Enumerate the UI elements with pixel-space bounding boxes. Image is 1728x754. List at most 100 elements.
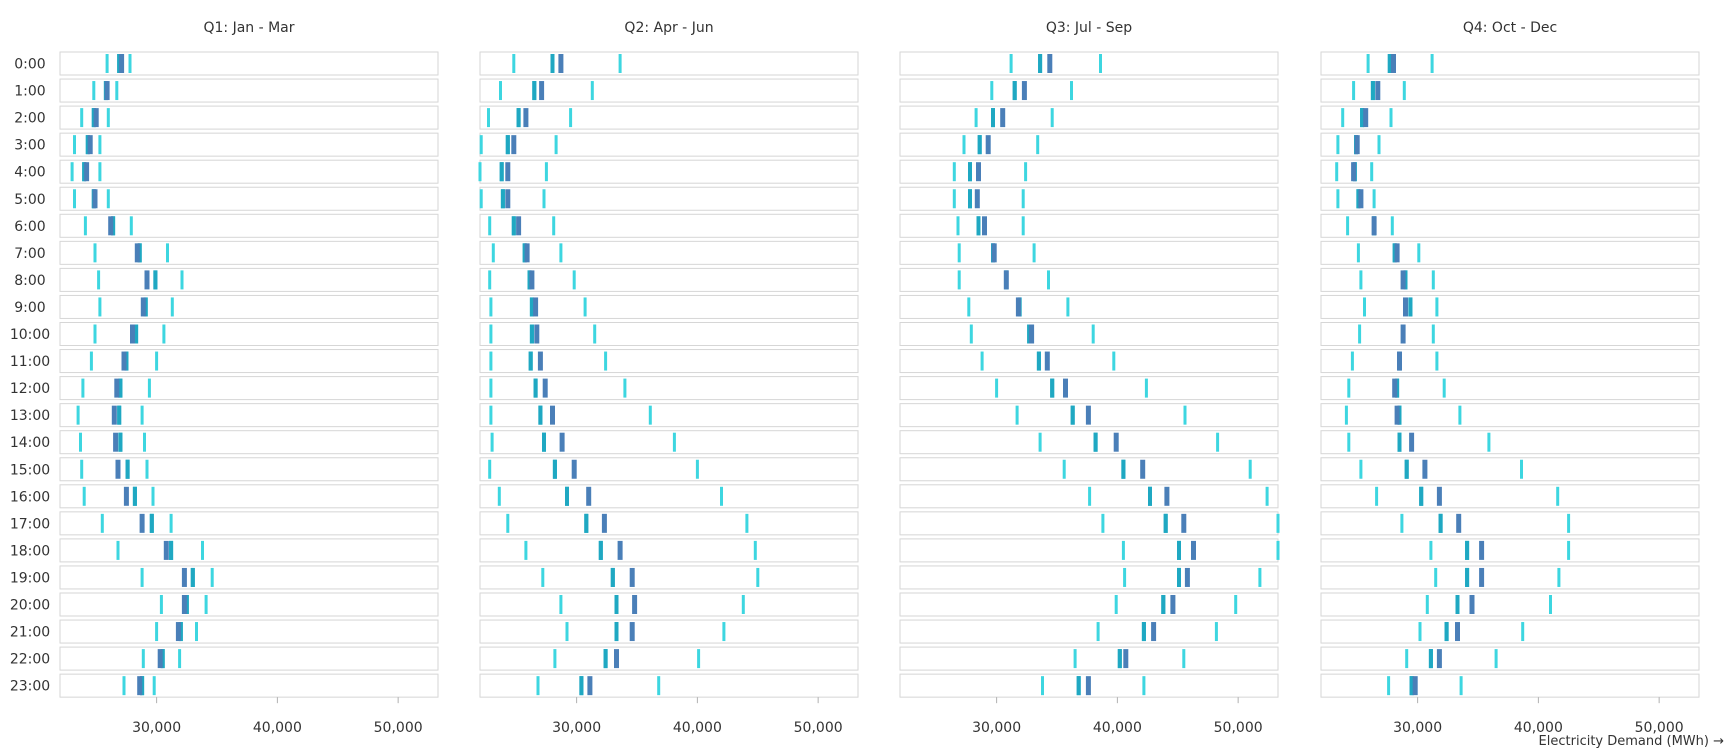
tick-mark-light-low (1336, 135, 1340, 155)
tick-mark-dark (119, 54, 125, 73)
tick-mark-light-high (695, 459, 699, 479)
x-tick-label: 50,000 (374, 720, 423, 736)
tick-mark-light-low (491, 243, 495, 263)
row-box (899, 619, 1279, 644)
tick-mark-light-high (1556, 486, 1560, 506)
tick-mark-light-low (1346, 216, 1350, 236)
x-tick-label: 50,000 (794, 720, 843, 736)
tick-mark-light-low (489, 378, 493, 398)
tick-mark-light-low (967, 297, 971, 317)
tick-mark-light-low (1400, 513, 1404, 533)
tick-mark-light-high (1070, 81, 1073, 101)
tick-mark-mid-high (118, 432, 123, 452)
tick-mark-light-low (488, 459, 492, 479)
row-box (1320, 430, 1700, 455)
tick-mark-light-low (1425, 595, 1429, 614)
tick-mark-dark (1181, 513, 1187, 533)
tick-mark-light-low (1015, 405, 1019, 425)
tick-mark-mid-high (533, 378, 538, 398)
hour-label: 16:00 (10, 489, 50, 505)
row-box (59, 646, 439, 671)
tick-mark-light-high (741, 595, 745, 614)
tick-mark-dark (139, 513, 145, 533)
tick-mark-light-low (1358, 324, 1362, 344)
row-box (59, 619, 439, 644)
row-box (1320, 105, 1700, 130)
tick-mark-mid-high (125, 459, 130, 479)
tick-mark-dark (134, 243, 140, 263)
tick-mark-dark (181, 567, 187, 587)
tick-mark-mid-high (528, 351, 533, 371)
row-box (479, 186, 859, 211)
row-box (899, 186, 1279, 211)
tick-mark-mid-high (1177, 567, 1181, 587)
tick-mark-light-low (1375, 486, 1379, 506)
tick-mark-dark (1184, 567, 1190, 587)
tick-mark-light-high (151, 486, 155, 506)
tick-mark-dark (1479, 567, 1485, 587)
tick-mark-light-low (479, 135, 483, 155)
tick-mark-mid-high (149, 513, 154, 533)
tick-mark-dark (982, 216, 987, 236)
tick-mark-light-high (1370, 162, 1374, 182)
tick-mark-light-high (590, 81, 594, 101)
row-box (1320, 132, 1700, 157)
tick-mark-dark (1403, 297, 1408, 317)
row-box (899, 294, 1279, 319)
tick-mark-light-low (536, 676, 540, 696)
tick-mark-light-low (1123, 567, 1127, 587)
tick-mark-mid-high (1177, 540, 1181, 560)
tick-mark-mid-high (134, 324, 139, 344)
tick-mark-mid-high (1161, 595, 1166, 614)
row-box (59, 484, 439, 509)
row-box (1320, 673, 1700, 698)
tick-mark-light-low (490, 432, 494, 452)
tick-mark-dark (505, 189, 511, 209)
row-box (479, 159, 859, 184)
tick-mark-light-high (552, 216, 556, 236)
tick-mark-light-high (1417, 243, 1421, 263)
tick-mark-dark (1363, 108, 1369, 128)
row-box (479, 565, 859, 590)
tick-mark-light-high (1032, 243, 1036, 263)
panel-title: Q4: Oct - Dec (1463, 20, 1557, 36)
tick-mark-mid-high (614, 595, 619, 614)
tick-mark-light-low (1114, 595, 1118, 614)
row-box (59, 538, 439, 563)
row-box (899, 592, 1279, 617)
row-box (59, 267, 439, 292)
row-box (479, 105, 859, 130)
tick-mark-mid-high (118, 378, 123, 398)
tick-mark-light-low (100, 513, 104, 533)
tick-mark-light-high (166, 243, 169, 263)
row-box (59, 457, 439, 482)
tick-mark-light-low (1366, 54, 1370, 73)
tick-mark-light-low (497, 486, 501, 506)
tick-mark-dark (976, 162, 981, 182)
tick-mark-light-high (1183, 405, 1187, 425)
row-box (1320, 565, 1700, 590)
row-box (479, 349, 859, 374)
tick-mark-light-low (541, 567, 545, 587)
row-box (1320, 349, 1700, 374)
tick-mark-light-low (1352, 81, 1356, 101)
tick-mark-dark (991, 243, 997, 263)
tick-mark-dark (586, 486, 592, 506)
tick-mark-light-low (565, 622, 569, 642)
tick-mark-dark (157, 649, 163, 669)
tick-mark-mid-high (1465, 540, 1470, 560)
row-box (59, 376, 439, 401)
tick-mark-light-high (169, 513, 173, 533)
panel-title: Q3: Jul - Sep (1046, 20, 1132, 36)
tick-mark-dark (1151, 622, 1157, 642)
tick-mark-dark (529, 270, 535, 290)
tick-mark-mid-high (584, 513, 589, 533)
tick-mark-light-low (1429, 540, 1433, 560)
tick-mark-mid-high (1465, 567, 1470, 587)
tick-mark-dark (558, 54, 564, 73)
tick-mark-dark (1391, 54, 1396, 73)
tick-mark-light-high (210, 567, 214, 587)
row-box (1320, 322, 1700, 346)
hour-label: 6:00 (14, 219, 45, 235)
tick-mark-light-low (93, 324, 97, 344)
